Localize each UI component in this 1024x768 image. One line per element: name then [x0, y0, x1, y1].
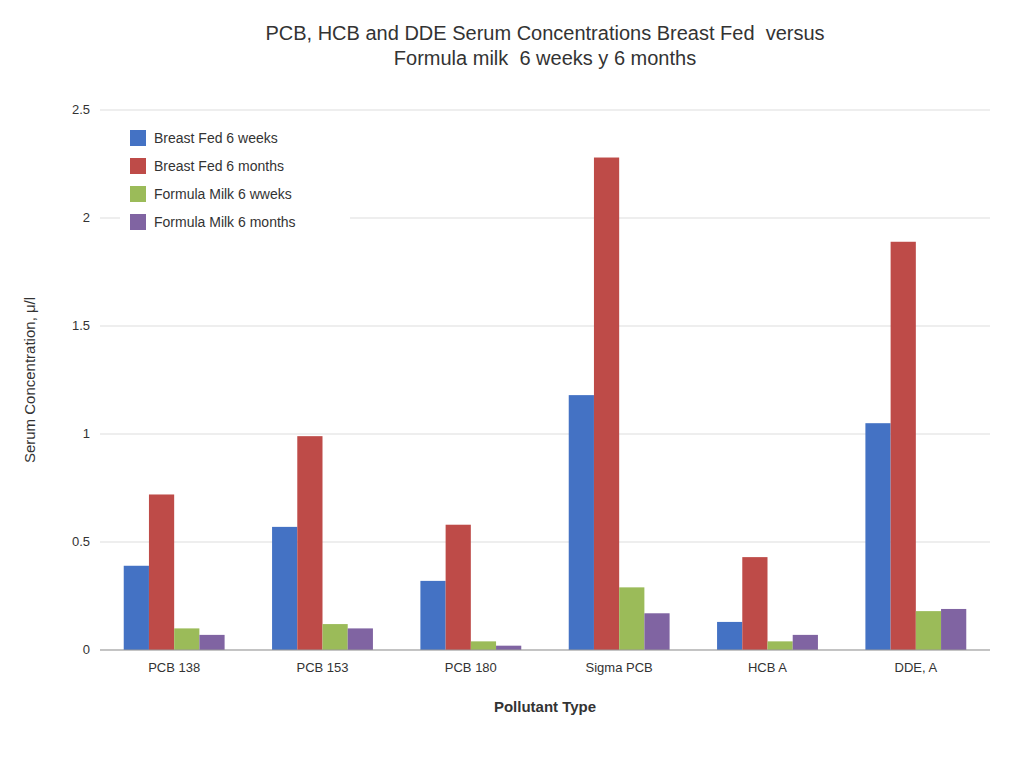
- x-axis-line: [100, 650, 990, 651]
- y-tick-label: 2: [83, 210, 90, 225]
- bar: [272, 527, 297, 650]
- bar: [446, 525, 471, 650]
- bar: [297, 436, 322, 650]
- legend-swatch: [130, 186, 146, 202]
- bar: [644, 613, 669, 650]
- bar: [348, 628, 373, 650]
- x-axis-label: Pollutant Type: [494, 698, 596, 715]
- bar: [569, 395, 594, 650]
- bar: [916, 611, 941, 650]
- legend-swatch: [130, 214, 146, 230]
- legend-label: Formula Milk 6 months: [154, 214, 296, 230]
- y-axis-label: Serum Concentration, μ/l: [21, 297, 38, 463]
- bar: [174, 628, 199, 650]
- x-tick-label: PCB 138: [148, 660, 200, 675]
- bar: [420, 581, 445, 650]
- grid-line: [100, 434, 990, 435]
- y-tick-label: 1: [83, 426, 90, 441]
- title-line: Formula milk 6 weeks y 6 months: [394, 47, 696, 69]
- x-tick-label: Sigma PCB: [586, 660, 653, 675]
- y-tick-label: 1.5: [72, 318, 90, 333]
- bar: [891, 242, 916, 650]
- grid-line: [100, 326, 990, 327]
- chart: PCB, HCB and DDE Serum Concentrations Br…: [0, 0, 1024, 768]
- bar: [199, 635, 224, 650]
- legend-swatch: [130, 158, 146, 174]
- x-tick-label: HCB A: [748, 660, 787, 675]
- bar: [124, 566, 149, 650]
- grid-line: [100, 650, 990, 651]
- y-tick-label: 2.5: [72, 102, 90, 117]
- bar: [594, 158, 619, 650]
- legend-swatch: [130, 130, 146, 146]
- legend-label: Formula Milk 6 wweks: [154, 186, 292, 202]
- bar: [793, 635, 818, 650]
- y-tick-label: 0: [83, 642, 90, 657]
- bar: [768, 641, 793, 650]
- grid-line: [100, 542, 990, 543]
- bar: [717, 622, 742, 650]
- bar: [619, 587, 644, 650]
- title: PCB, HCB and DDE Serum Concentrations Br…: [265, 22, 824, 69]
- grid-line: [100, 110, 990, 111]
- title-line: PCB, HCB and DDE Serum Concentrations Br…: [265, 22, 824, 44]
- bar: [742, 557, 767, 650]
- grid: [100, 110, 990, 650]
- x-tick-label: PCB 180: [445, 660, 497, 675]
- legend-label: Breast Fed 6 weeks: [154, 130, 278, 146]
- bar: [496, 646, 521, 650]
- legend: Breast Fed 6 weeks Breast Fed 6 months For…: [120, 120, 350, 244]
- legend-box: [120, 120, 350, 244]
- y-tick-label: 0.5: [72, 534, 90, 549]
- bar: [865, 423, 890, 650]
- bar: [149, 494, 174, 650]
- legend-label: Breast Fed 6 months: [154, 158, 284, 174]
- x-tick-label: DDE, A: [895, 660, 938, 675]
- x-tick-label: PCB 153: [296, 660, 348, 675]
- bar: [941, 609, 966, 650]
- bar: [471, 641, 496, 650]
- bar: [323, 624, 348, 650]
